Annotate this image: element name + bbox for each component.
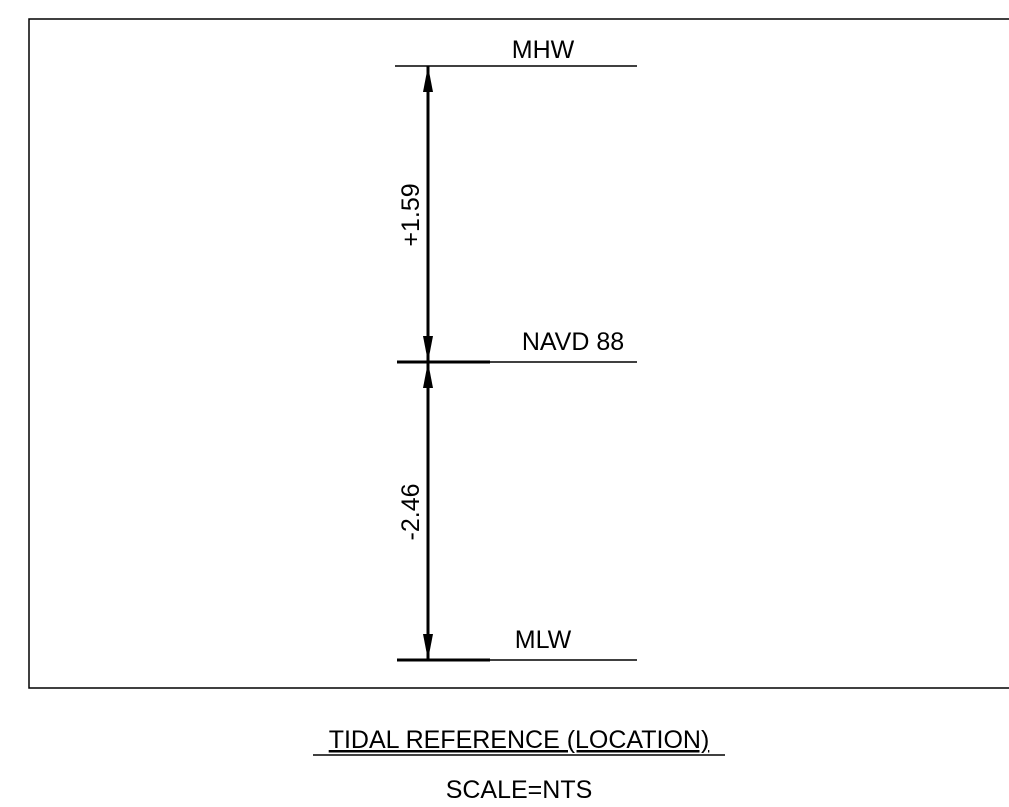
level-label: MLW xyxy=(515,626,572,654)
dimension-label: -2.46 xyxy=(397,484,425,541)
level-label: NAVD 88 xyxy=(522,328,624,356)
frame xyxy=(28,18,1009,689)
arrow xyxy=(423,634,433,660)
arrow xyxy=(423,66,433,92)
drawing-title: TIDAL REFERENCE (LOCATION) xyxy=(329,726,710,754)
arrow xyxy=(423,362,433,388)
level-label: MHW xyxy=(512,36,575,64)
scale-note: SCALE=NTS xyxy=(446,776,593,804)
dimension-label: +1.59 xyxy=(397,183,425,246)
arrow xyxy=(423,336,433,362)
